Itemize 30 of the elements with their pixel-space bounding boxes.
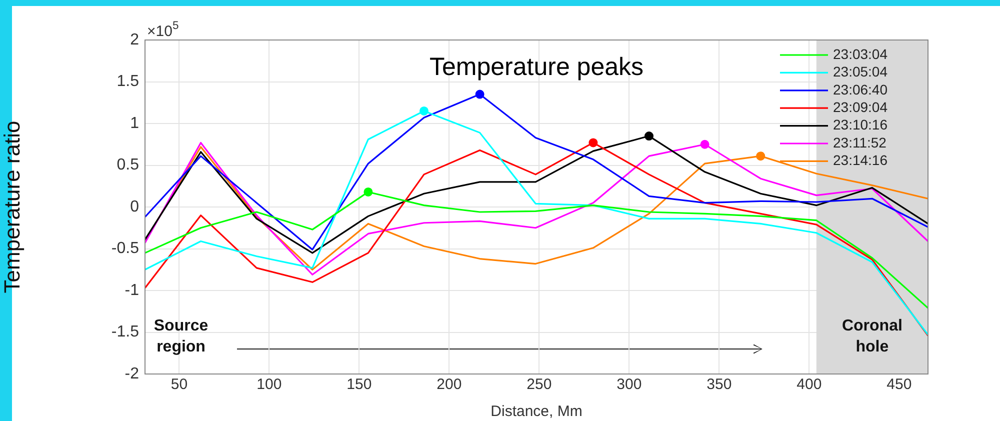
x-tick-label: 400 xyxy=(796,376,822,394)
x-tick-label: 300 xyxy=(616,376,642,394)
legend-label: 23:11:52 xyxy=(833,134,887,150)
y-tick-label: -1.5 xyxy=(111,324,140,341)
y-tick-label: -1 xyxy=(124,282,140,299)
legend-label: 23:09:04 xyxy=(833,98,888,115)
y-axis-title: Temperature ratio xyxy=(0,120,24,294)
y-tick-label: 1.5 xyxy=(116,73,140,90)
y-tick-label: -0.5 xyxy=(111,240,140,258)
x-axis-title: Distance, Mm xyxy=(490,403,582,420)
y-tick-label: 0.5 xyxy=(116,156,140,174)
x-tick-label: 100 xyxy=(256,376,282,394)
x-tick-label: 50 xyxy=(170,376,188,394)
legend-label: 23:05:04 xyxy=(833,64,888,80)
y-tick-label: 1 xyxy=(130,114,140,132)
y-tick-label: -2 xyxy=(124,365,140,382)
text: Temperature peaks xyxy=(429,52,644,81)
y-tick-label: 0 xyxy=(130,198,140,216)
x-tick-label: 450 xyxy=(886,376,912,394)
y-tick-label: 2 xyxy=(130,31,140,48)
x-tick-label: 350 xyxy=(706,376,732,394)
x-tick-label: 200 xyxy=(436,376,462,394)
legend-label: 23:14:16 xyxy=(833,152,888,168)
x-tick-label: 150 xyxy=(346,376,372,394)
legend-label: 23:03:04 xyxy=(833,46,888,62)
x-tick-label: 250 xyxy=(526,376,552,394)
annotation: Source region xyxy=(154,317,208,356)
legend-label: 23:10:16 xyxy=(833,116,888,133)
legend-label: 23:06:40 xyxy=(833,81,888,98)
band-label: Coronal hole xyxy=(842,317,902,356)
